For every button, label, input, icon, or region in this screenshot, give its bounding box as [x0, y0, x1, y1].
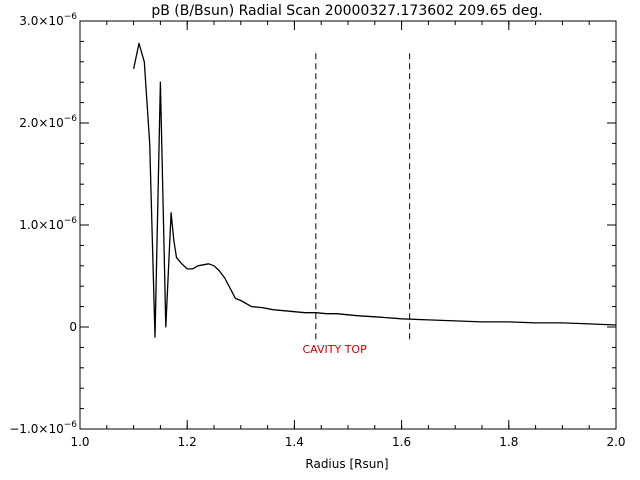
pb-radial-series-line: [132, 42, 617, 338]
y-tick-label: 2.0×10−6: [19, 114, 77, 130]
annotations: CAVITY TOP: [302, 343, 367, 356]
x-tick-label: 1.2: [178, 435, 197, 449]
y-tick-label: 0: [69, 320, 77, 334]
reference-lines: [315, 51, 411, 340]
x-axis-title: Radius [Rsun]: [305, 457, 388, 471]
x-tick-label: 2.0: [606, 435, 625, 449]
axis-ticks: [79, 20, 617, 430]
x-tick-label: 1.6: [392, 435, 411, 449]
y-tick-label: 3.0×10−6: [19, 12, 77, 28]
y-tick-labels: 3.0×10−6 2.0×10−6 1.0×10−6 0 −1.0×10−6: [9, 12, 77, 436]
y-tick-label: 1.0×10−6: [19, 216, 77, 232]
y-tick-label: −1.0×10−6: [9, 420, 77, 436]
x-tick-label: 1.8: [499, 435, 518, 449]
x-tick-label: 1.0: [70, 435, 89, 449]
x-tick-labels: 1.0 1.2 1.4 1.6 1.8 2.0: [70, 435, 625, 449]
x-tick-label: 1.4: [285, 435, 304, 449]
cavity-top-label: CAVITY TOP: [302, 343, 367, 356]
chart-title: pB (B/Bsun) Radial Scan 20000327.173602 …: [151, 3, 542, 19]
data-series: [132, 42, 617, 338]
